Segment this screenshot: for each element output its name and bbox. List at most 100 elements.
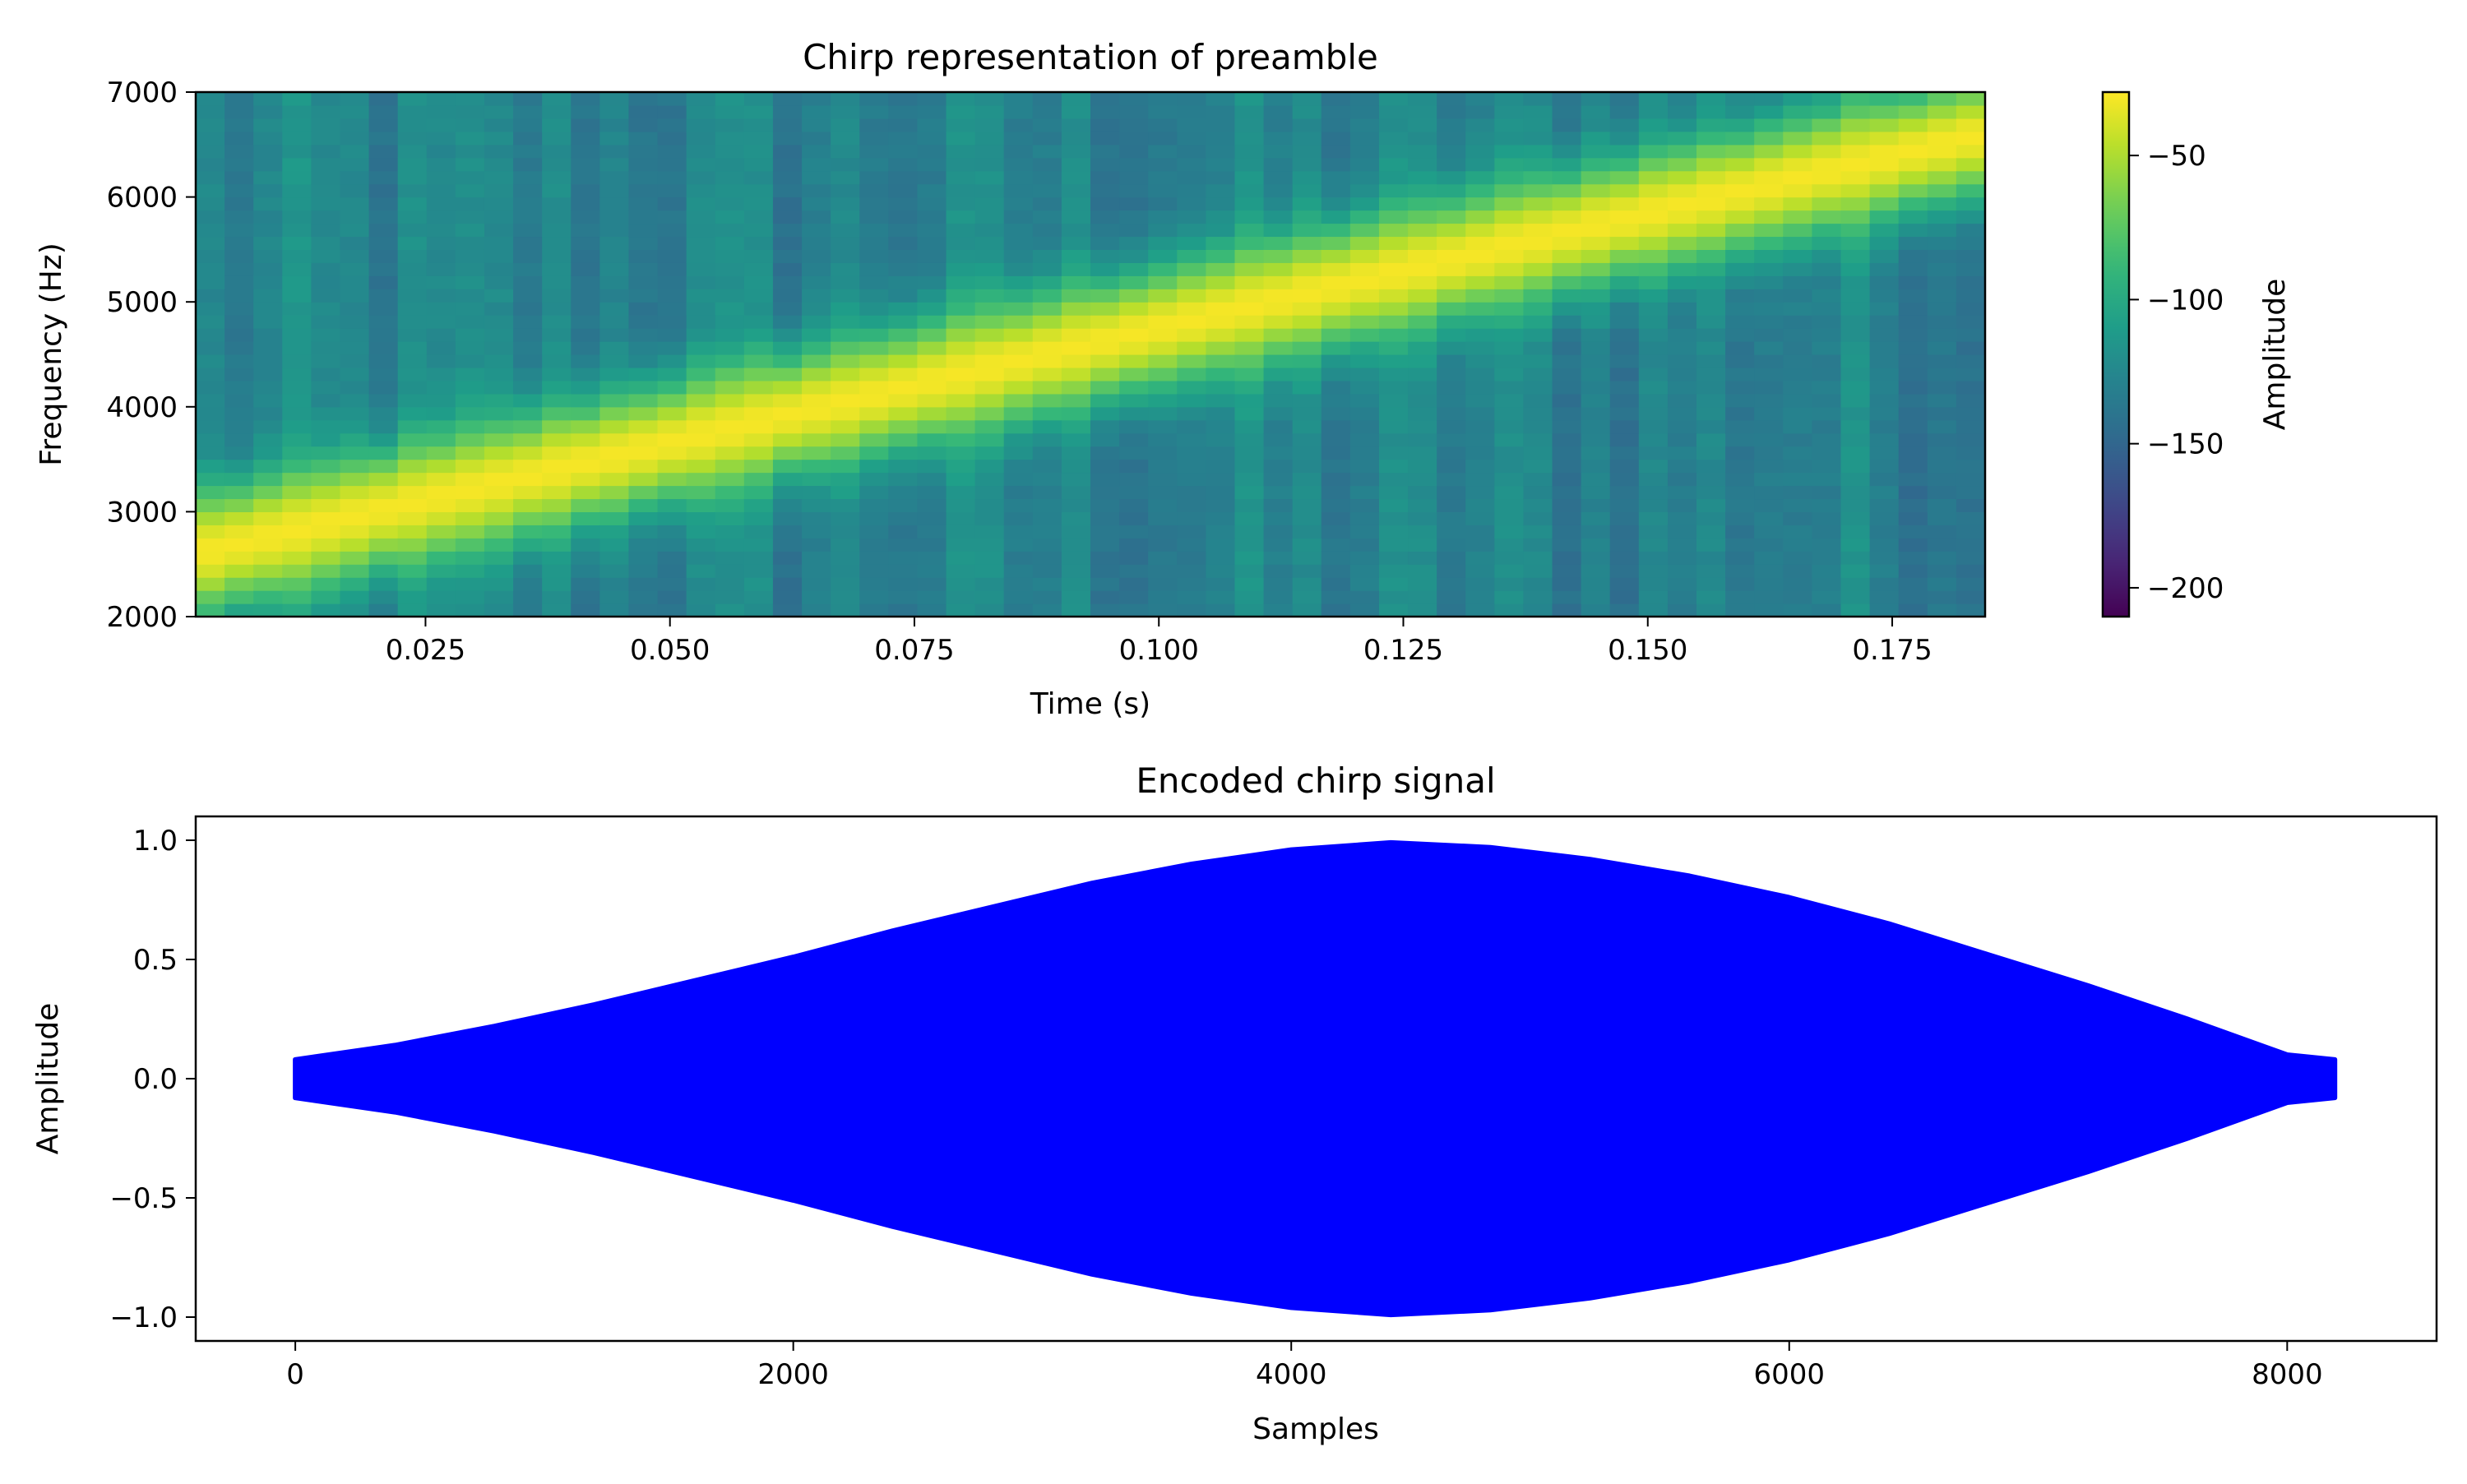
spectrogram-cell bbox=[542, 144, 572, 159]
spectrogram-cell bbox=[1321, 459, 1351, 474]
spectrogram-cell bbox=[1206, 590, 1236, 604]
spectrogram-cell bbox=[888, 262, 919, 276]
spectrogram-cell bbox=[1234, 223, 1265, 238]
spectrogram-cell bbox=[1956, 104, 1986, 119]
waveform-y-tick-label: 0.5 bbox=[133, 944, 178, 977]
spectrogram-cell bbox=[1292, 170, 1322, 185]
spectrogram-cell bbox=[1177, 249, 1206, 263]
spectrogram-cell bbox=[1667, 157, 1697, 172]
spectrogram-cell bbox=[1523, 446, 1553, 460]
spectrogram-cell bbox=[1292, 393, 1322, 408]
spectrogram-cell bbox=[455, 92, 485, 106]
spectrogram-cell bbox=[628, 131, 659, 146]
spectrogram-cell bbox=[253, 551, 283, 565]
spectrogram-cell bbox=[1378, 406, 1409, 421]
spectrogram-cell bbox=[1437, 328, 1466, 342]
spectrogram-cell bbox=[1234, 104, 1265, 119]
spectrogram-cell bbox=[831, 118, 860, 132]
spectrogram-cell bbox=[974, 577, 1005, 591]
spectrogram-cell bbox=[426, 144, 456, 159]
spectrogram-cell bbox=[1148, 419, 1178, 434]
spectrogram-cell bbox=[917, 328, 947, 342]
spectrogram-cell bbox=[253, 354, 283, 368]
spectrogram-cell bbox=[1234, 157, 1265, 172]
spectrogram-cell bbox=[831, 590, 860, 604]
spectrogram-cell bbox=[253, 603, 283, 617]
spectrogram-cell bbox=[917, 196, 947, 211]
spectrogram-cell bbox=[1061, 183, 1091, 198]
spectrogram-cell bbox=[1234, 236, 1265, 250]
spectrogram-cell bbox=[1177, 406, 1206, 421]
spectrogram-cell bbox=[1032, 380, 1062, 395]
spectrogram-cell bbox=[888, 511, 919, 525]
spectrogram-cell bbox=[1840, 328, 1871, 342]
spectrogram-cell bbox=[1609, 472, 1640, 487]
spectrogram-cell bbox=[1552, 249, 1582, 263]
spectrogram-cell bbox=[1177, 472, 1206, 487]
spectrogram-cell bbox=[715, 538, 745, 552]
spectrogram-cell bbox=[1408, 236, 1437, 250]
spectrogram-cell bbox=[1494, 551, 1525, 565]
spectrogram-cell bbox=[1898, 564, 1928, 578]
spectrogram-cell bbox=[340, 432, 370, 447]
spectrogram-cell bbox=[1725, 315, 1755, 329]
spectrogram-cell bbox=[1177, 577, 1206, 591]
spectrogram-cell bbox=[1956, 446, 1986, 460]
spectrogram-cell bbox=[599, 432, 630, 447]
spectrogram-cell bbox=[484, 157, 514, 172]
spectrogram-cell bbox=[1638, 328, 1669, 342]
spectrogram-cell bbox=[1003, 498, 1034, 512]
spectrogram-cell bbox=[917, 354, 947, 368]
spectrogram-cell bbox=[1003, 118, 1034, 132]
spectrogram-cell bbox=[1465, 315, 1495, 329]
spectrogram-cell bbox=[1869, 551, 1900, 565]
spectrogram-cell bbox=[1581, 511, 1611, 525]
spectrogram-x-tick-label: 0.100 bbox=[1119, 634, 1199, 667]
spectrogram-cell bbox=[1609, 498, 1640, 512]
spectrogram-cell bbox=[802, 406, 831, 421]
spectrogram-cell bbox=[686, 551, 716, 565]
spectrogram-cell bbox=[1812, 564, 1842, 578]
spectrogram-cell bbox=[253, 170, 283, 185]
spectrogram-cell bbox=[340, 511, 370, 525]
spectrogram-cell bbox=[196, 262, 225, 276]
spectrogram-cell bbox=[1725, 380, 1755, 395]
spectrogram-cell bbox=[1581, 315, 1611, 329]
spectrogram-cell bbox=[1869, 131, 1900, 146]
spectrogram-cell bbox=[772, 459, 803, 474]
spectrogram-cell bbox=[571, 419, 600, 434]
spectrogram-cell bbox=[571, 485, 600, 500]
spectrogram-cell bbox=[1177, 183, 1206, 198]
spectrogram-cell bbox=[1148, 485, 1178, 500]
spectrogram-cell bbox=[1523, 328, 1553, 342]
spectrogram-cell bbox=[1494, 406, 1525, 421]
spectrogram-cell bbox=[1523, 262, 1553, 276]
spectrogram-cell bbox=[1754, 538, 1784, 552]
spectrogram-cell bbox=[1812, 367, 1842, 381]
spectrogram-cell bbox=[1523, 380, 1553, 395]
spectrogram-cell bbox=[1408, 262, 1437, 276]
spectrogram-cell bbox=[1234, 459, 1265, 474]
spectrogram-cell bbox=[1581, 446, 1611, 460]
spectrogram-cell bbox=[571, 131, 600, 146]
spectrogram-cell bbox=[1754, 459, 1784, 474]
spectrogram-cell bbox=[1292, 564, 1322, 578]
spectrogram-cell bbox=[1349, 459, 1380, 474]
spectrogram-cell bbox=[1783, 498, 1813, 512]
spectrogram-cell bbox=[1725, 354, 1755, 368]
spectrogram-cell bbox=[1494, 275, 1525, 289]
spectrogram-cell bbox=[571, 223, 600, 238]
spectrogram-cell bbox=[196, 183, 225, 198]
spectrogram-cell bbox=[1090, 538, 1120, 552]
spectrogram-cell bbox=[974, 118, 1005, 132]
spectrogram-cell bbox=[1696, 446, 1726, 460]
spectrogram-cell bbox=[1812, 603, 1842, 617]
spectrogram-cell bbox=[1263, 196, 1294, 211]
spectrogram-cell bbox=[1321, 577, 1351, 591]
spectrogram-cell bbox=[1003, 157, 1034, 172]
spectrogram-cell bbox=[1177, 144, 1206, 159]
spectrogram-cell bbox=[1956, 236, 1986, 250]
spectrogram-cell bbox=[599, 577, 630, 591]
spectrogram-cell bbox=[715, 459, 745, 474]
spectrogram-cell bbox=[599, 354, 630, 368]
